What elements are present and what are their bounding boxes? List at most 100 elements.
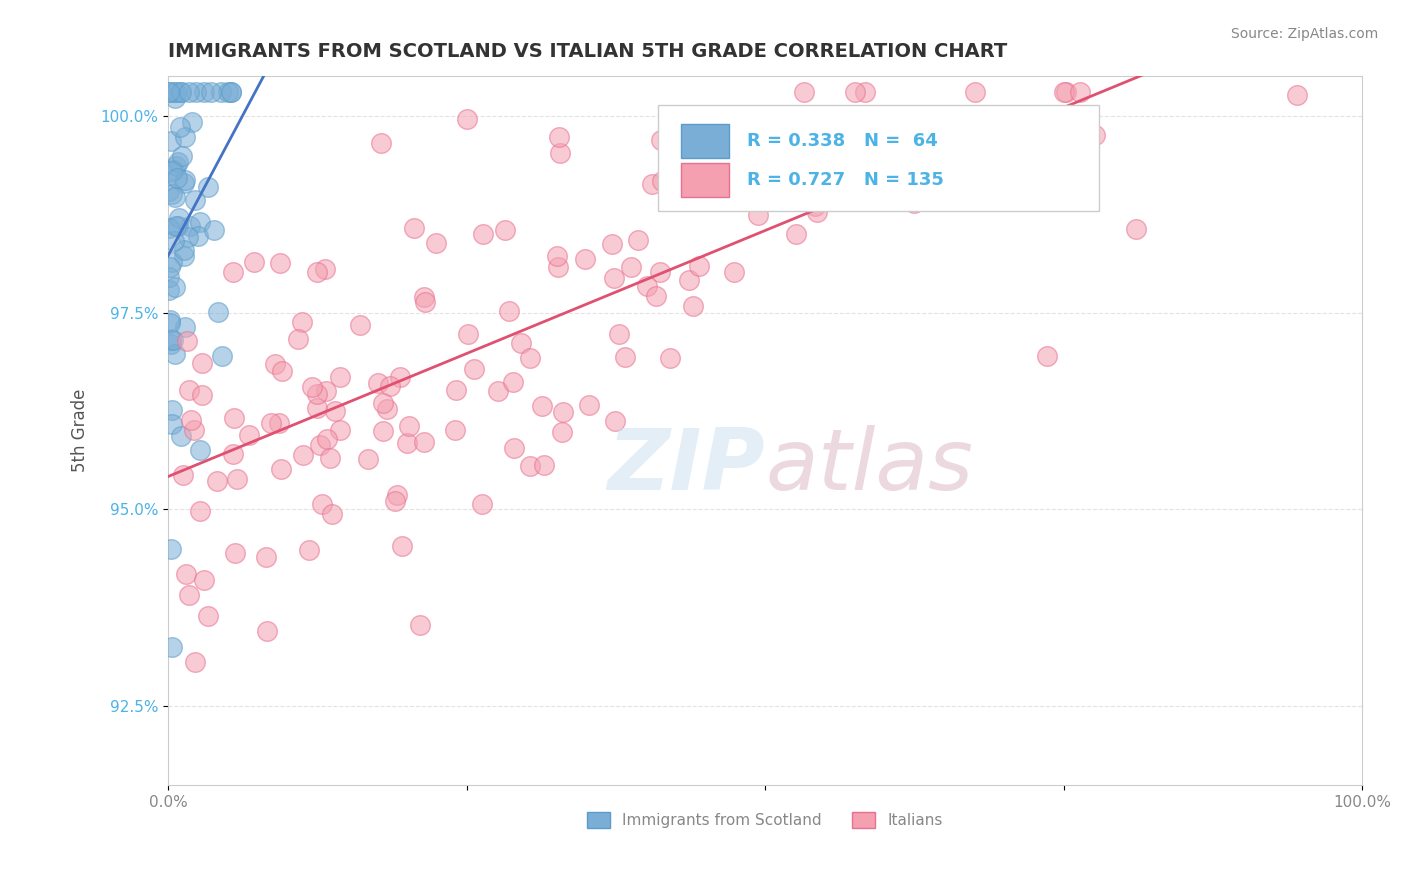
Italians <box>444 383 467 397</box>
Immigrants from Scotland <box>170 429 193 443</box>
Immigrants from Scotland <box>163 234 186 248</box>
Italians <box>602 236 624 251</box>
Italians <box>398 419 420 434</box>
Italians <box>267 416 290 430</box>
Italians <box>551 405 574 419</box>
Italians <box>650 133 672 147</box>
Immigrants from Scotland <box>163 91 186 105</box>
Italians <box>444 423 467 437</box>
Italians <box>305 386 328 401</box>
Italians <box>371 396 394 410</box>
Italians <box>395 436 418 450</box>
Italians <box>636 279 658 293</box>
Italians <box>375 401 398 416</box>
Bar <box>682 124 730 158</box>
Italians <box>391 539 413 553</box>
Italians <box>371 424 394 438</box>
Italians <box>627 234 650 248</box>
Immigrants from Scotland <box>163 280 186 294</box>
Immigrants from Scotland <box>173 176 195 190</box>
Italians <box>385 488 408 502</box>
FancyBboxPatch shape <box>658 104 1099 211</box>
Italians <box>1036 349 1059 363</box>
Italians <box>329 423 352 437</box>
Italians <box>323 404 346 418</box>
Italians <box>389 370 412 384</box>
Italians <box>367 376 389 390</box>
Italians <box>254 550 277 565</box>
Immigrants from Scotland <box>157 270 180 285</box>
Immigrants from Scotland <box>163 346 186 360</box>
Immigrants from Scotland <box>157 85 180 99</box>
Italians <box>184 655 207 669</box>
Italians <box>321 507 343 521</box>
Italians <box>193 573 215 587</box>
Immigrants from Scotland <box>188 215 211 229</box>
Italians <box>785 227 807 242</box>
Italians <box>256 624 278 638</box>
Immigrants from Scotland <box>170 85 193 99</box>
Immigrants from Scotland <box>162 334 184 348</box>
Italians <box>1069 85 1091 99</box>
Immigrants from Scotland <box>166 171 188 186</box>
Italians <box>519 351 541 365</box>
Immigrants from Scotland <box>173 243 195 257</box>
Immigrants from Scotland <box>160 187 183 202</box>
Italians <box>548 129 571 144</box>
Italians <box>614 350 637 364</box>
Italians <box>793 85 815 99</box>
Italians <box>224 410 246 425</box>
Italians <box>1064 111 1087 125</box>
Legend: Immigrants from Scotland, Italians: Immigrants from Scotland, Italians <box>581 806 949 834</box>
Immigrants from Scotland <box>157 220 180 235</box>
Italians <box>287 332 309 346</box>
Italians <box>1125 222 1147 236</box>
Italians <box>574 252 596 266</box>
Immigrants from Scotland <box>157 85 180 99</box>
Italians <box>413 295 436 310</box>
Immigrants from Scotland <box>177 85 200 99</box>
Italians <box>728 121 751 136</box>
Italians <box>548 146 571 161</box>
Immigrants from Scotland <box>167 211 190 226</box>
Italians <box>318 450 340 465</box>
Italians <box>292 448 315 462</box>
Italians <box>688 259 710 273</box>
Immigrants from Scotland <box>160 417 183 431</box>
Italians <box>803 199 825 213</box>
Immigrants from Scotland <box>184 193 207 207</box>
Immigrants from Scotland <box>160 134 183 148</box>
Immigrants from Scotland <box>187 228 209 243</box>
Immigrants from Scotland <box>166 159 188 173</box>
Italians <box>533 458 555 472</box>
Immigrants from Scotland <box>167 155 190 169</box>
Immigrants from Scotland <box>160 402 183 417</box>
Immigrants from Scotland <box>176 230 198 244</box>
Immigrants from Scotland <box>219 85 242 99</box>
Italians <box>298 543 321 558</box>
Italians <box>243 255 266 269</box>
Italians <box>1084 128 1107 142</box>
Immigrants from Scotland <box>165 219 187 233</box>
Italians <box>456 112 478 127</box>
Text: R = 0.338   N =  64: R = 0.338 N = 64 <box>747 132 938 150</box>
Italians <box>578 398 600 412</box>
Italians <box>1053 85 1076 99</box>
Italians <box>315 384 337 398</box>
Immigrants from Scotland <box>165 190 187 204</box>
Italians <box>751 115 773 129</box>
Italians <box>357 451 380 466</box>
Italians <box>191 388 214 402</box>
Immigrants from Scotland <box>163 163 186 178</box>
Italians <box>682 299 704 313</box>
Italians <box>678 132 700 146</box>
Italians <box>659 351 682 365</box>
Italians <box>471 497 494 511</box>
Italians <box>794 161 817 176</box>
Italians <box>291 315 314 329</box>
Italians <box>494 223 516 237</box>
Text: atlas: atlas <box>765 425 973 508</box>
Italians <box>307 401 329 415</box>
Italians <box>222 265 245 279</box>
Italians <box>179 588 201 602</box>
